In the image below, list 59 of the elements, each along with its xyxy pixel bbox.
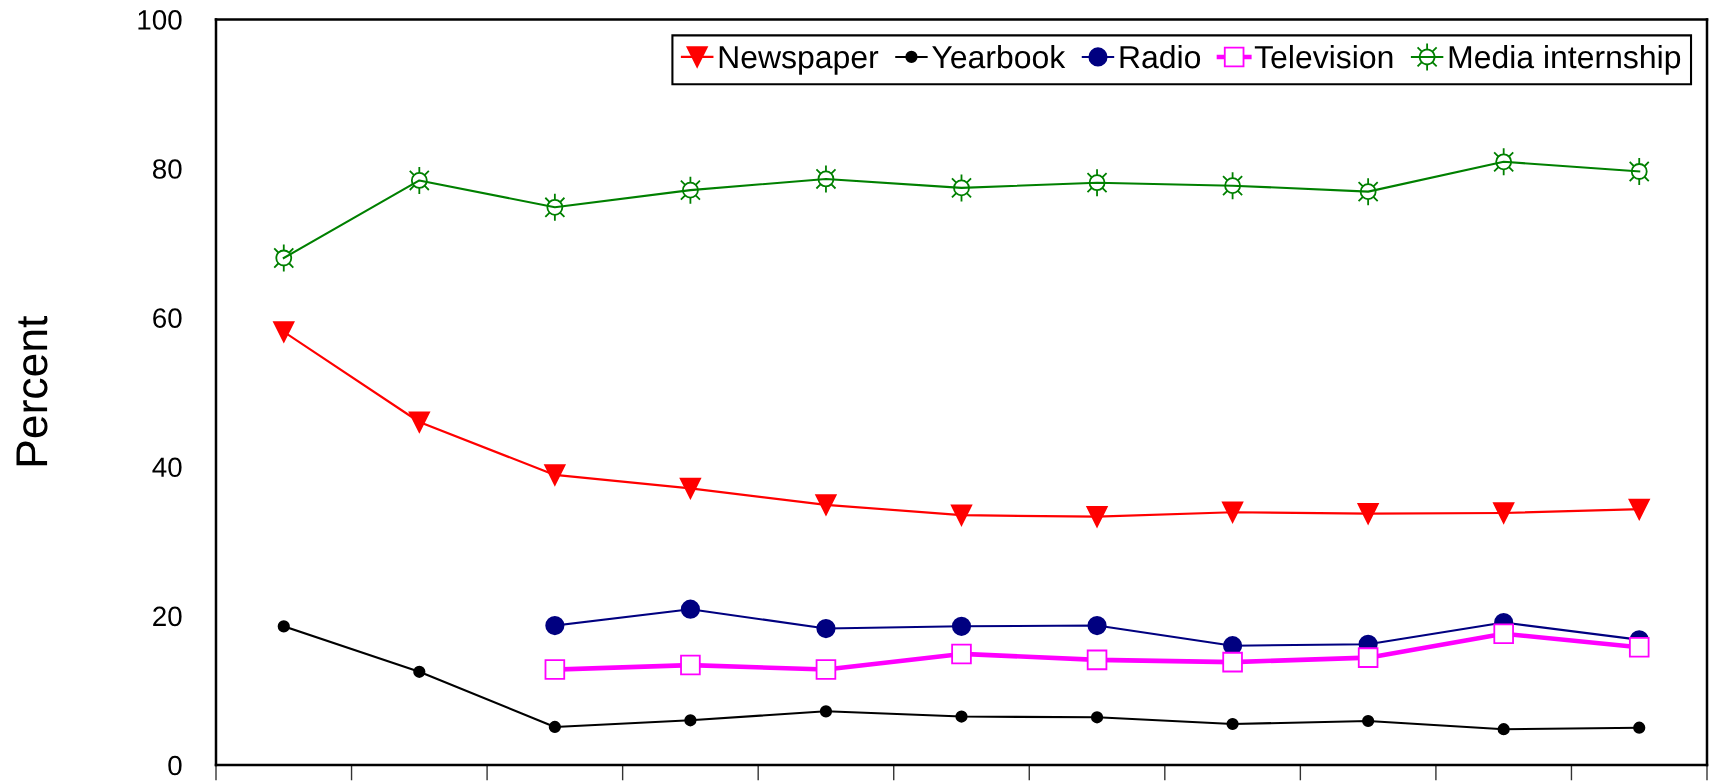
- point: [679, 477, 702, 500]
- point: [546, 198, 564, 216]
- point: [1493, 623, 1514, 645]
- y-tick-label: 100: [138, 10, 182, 30]
- point: [684, 714, 697, 727]
- point: [410, 172, 428, 189]
- point: [545, 615, 565, 636]
- point: [817, 170, 835, 188]
- point: [1362, 714, 1375, 728]
- point: [951, 643, 972, 665]
- point: [680, 654, 701, 676]
- point: [950, 504, 973, 526]
- point: [682, 181, 699, 199]
- legend-label: Radio: [1120, 44, 1201, 69]
- point: [1222, 651, 1243, 673]
- point: [955, 710, 968, 723]
- point: [277, 620, 290, 633]
- y-tick-label: 20: [153, 606, 182, 627]
- point: [1087, 615, 1107, 636]
- point: [1633, 721, 1646, 734]
- point: [1088, 174, 1106, 192]
- point: [953, 179, 970, 197]
- point: [1086, 649, 1108, 671]
- y-axis-title: Percent: [16, 315, 48, 466]
- legend-label: Yearbook: [932, 44, 1066, 69]
- point: [1357, 647, 1379, 668]
- y-tick-label: 80: [152, 159, 182, 179]
- point: [1221, 501, 1244, 523]
- point: [1630, 163, 1648, 180]
- point: [1497, 723, 1510, 736]
- point: [408, 411, 430, 433]
- point: [815, 494, 837, 516]
- point: [1493, 502, 1515, 524]
- legend-label: Newspaper: [719, 46, 879, 75]
- y-tick-label: 40: [152, 457, 182, 478]
- point: [1628, 636, 1650, 658]
- point: [1628, 498, 1650, 520]
- point: [413, 665, 426, 678]
- point: [816, 618, 836, 639]
- point: [273, 321, 295, 343]
- point: [544, 464, 566, 486]
- point: [680, 599, 700, 619]
- point: [1224, 177, 1241, 195]
- point: [1359, 183, 1377, 201]
- point: [544, 659, 566, 680]
- point: [1495, 153, 1513, 171]
- point: [1090, 711, 1104, 724]
- point: [951, 616, 972, 636]
- point: [1086, 506, 1108, 528]
- y-tick-label: 60: [153, 308, 182, 328]
- legend-label: Media internship: [1449, 44, 1681, 75]
- point: [1357, 503, 1379, 525]
- point: [1226, 717, 1239, 731]
- legend-label: Television: [1254, 44, 1393, 69]
- point: [819, 705, 833, 718]
- point: [275, 249, 293, 267]
- y-tick-label: 0: [168, 755, 182, 776]
- point: [815, 659, 837, 680]
- point: [548, 720, 561, 734]
